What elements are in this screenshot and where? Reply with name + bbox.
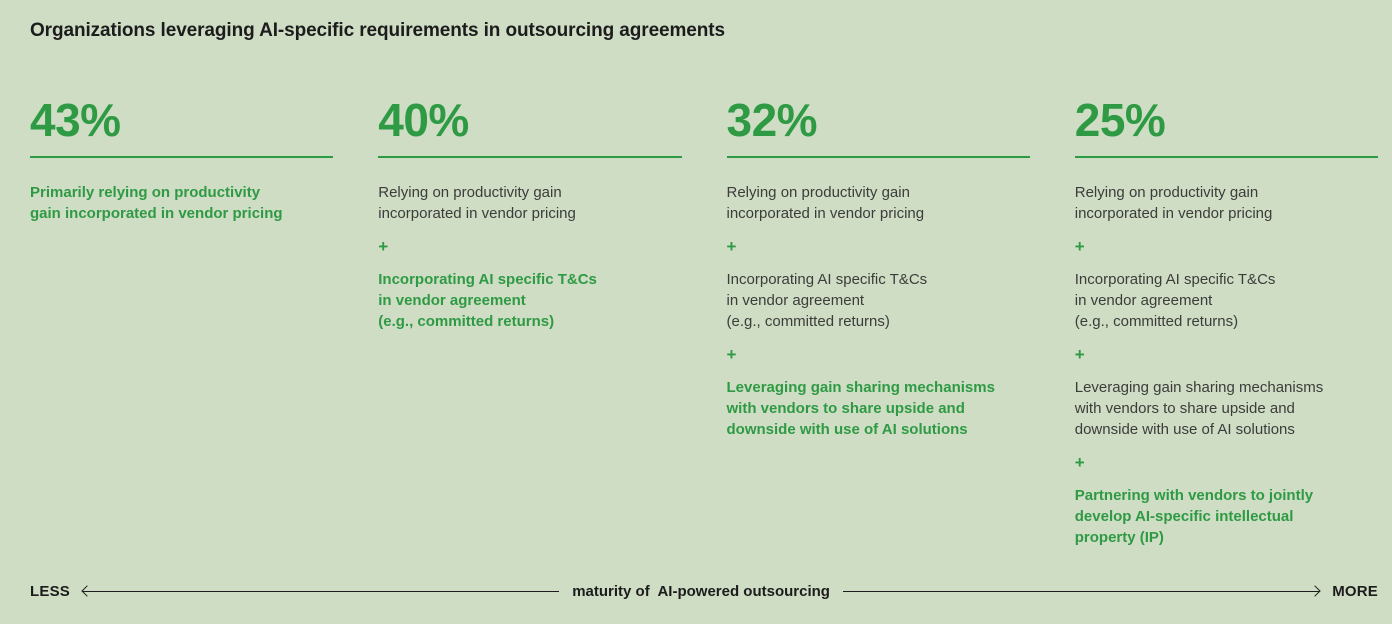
page-title: Organizations leveraging AI-specific req… (30, 20, 725, 41)
percent-underline (378, 156, 682, 158)
practice-highlighted: Incorporating AI specific T&Cs in vendor… (378, 271, 597, 330)
percent-value: 40% (378, 94, 469, 146)
column-25-percent: 25% Relying on productivity gain incorpo… (1074, 94, 1378, 548)
arrowhead-right-icon (1309, 585, 1321, 597)
axis-right-arrow (842, 585, 1321, 597)
maturity-axis: LESS maturity of AI-powered outsourcing … (30, 578, 1378, 604)
axis-line-left (82, 590, 560, 592)
axis-left-arrow (81, 585, 560, 597)
plus-separator: + (1074, 237, 1085, 256)
axis-less-label: LESS (30, 582, 70, 600)
plus-separator: + (726, 237, 737, 256)
column-32-percent: 32% Relying on productivity gain incorpo… (726, 94, 1030, 548)
practice-item: Relying on productivity gain incorporate… (378, 184, 576, 222)
axis-line-right (842, 590, 1320, 592)
plus-separator: + (726, 345, 737, 364)
practice-item: Leveraging gain sharing mechanisms with … (1074, 379, 1324, 438)
maturity-columns: 43% Primarily relying on productivity ga… (30, 97, 1378, 548)
practice-highlighted: Partnering with vendors to jointly devel… (1074, 487, 1314, 546)
practice-highlighted: Primarily relying on productivity gain i… (30, 184, 283, 222)
practice-item: Relying on productivity gain incorporate… (726, 184, 925, 222)
practice-item: Relying on productivity gain incorporate… (1074, 184, 1273, 222)
column-40-percent: 40% Relying on productivity gain incorpo… (378, 94, 682, 548)
practice-item: Incorporating AI specific T&Cs in vendor… (726, 271, 928, 330)
percent-value: 32% (726, 94, 818, 146)
arrowhead-left-icon (81, 585, 93, 597)
percent-underline (1074, 156, 1378, 158)
practice-highlighted: Leveraging gain sharing mechanisms with … (726, 379, 995, 438)
column-43-percent: 43% Primarily relying on productivity ga… (30, 94, 334, 548)
plus-separator: + (1074, 345, 1085, 364)
percent-value: 25% (1074, 94, 1166, 146)
plus-separator: + (378, 237, 389, 256)
axis-more-label: MORE (1332, 582, 1378, 600)
plus-separator: + (1074, 453, 1085, 472)
axis-title: maturity of AI-powered outsourcing (572, 582, 830, 600)
practice-item: Incorporating AI specific T&Cs in vendor… (1074, 271, 1276, 330)
percent-underline (726, 156, 1030, 158)
percent-underline (30, 156, 334, 158)
percent-value: 43% (30, 94, 121, 146)
